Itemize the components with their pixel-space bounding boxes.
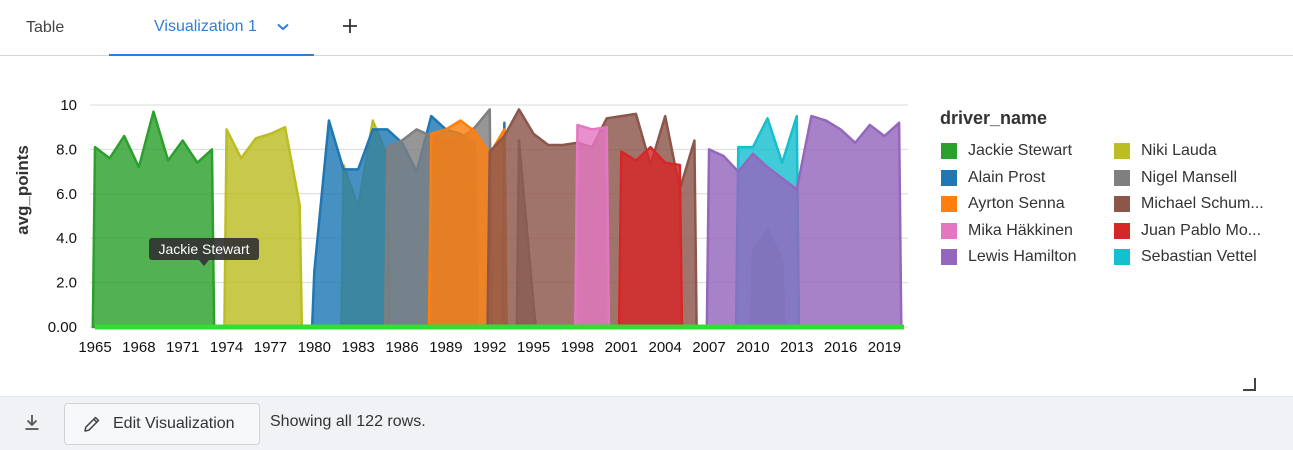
legend-item[interactable]: Niki Lauda [1114,141,1217,161]
download-button[interactable] [14,409,50,439]
legend-swatch [941,169,957,186]
x-tick-label: 2007 [692,339,725,356]
legend-label: Niki Lauda [1141,142,1217,159]
x-tick-label: 1995 [517,339,550,356]
x-tick-label: 1974 [210,339,243,356]
legend-item[interactable]: Jackie Stewart [941,141,1072,161]
y-tick-label: 4.0 [56,230,77,247]
legend-item[interactable]: Lewis Hamilton [941,247,1076,267]
legend-swatch [1114,196,1130,212]
tab-bar: Table Visualization 1 [0,0,1293,56]
resize-handle[interactable] [1241,376,1257,392]
legend-label: Michael Schum... [1141,195,1264,212]
legend-item[interactable]: Michael Schum... [1114,194,1264,214]
legend-label: Nigel Mansell [1141,168,1238,186]
legend-swatch [941,196,957,212]
x-tick-label: 1986 [385,339,418,356]
y-tick-label: 10 [60,97,77,114]
tab-visualization-1[interactable]: Visualization 1 [109,0,314,56]
edit-visualization-button[interactable]: Edit Visualization [64,403,260,445]
tooltip-label: Jackie Stewart [158,241,249,257]
row-count-text: Showing all 122 rows. [270,413,426,430]
x-tick-label: 1983 [341,339,374,356]
y-tick-label: 0.00 [48,319,77,336]
y-axis-title: avg_points [13,145,32,235]
legend-label: Ayrton Senna [968,195,1065,212]
legend-swatch [1114,169,1130,186]
x-tick-label: 1971 [166,339,199,356]
legend-label: Sebastian Vettel [1141,248,1257,265]
plus-icon [342,18,358,39]
area-series [705,114,903,329]
add-visualization-button[interactable] [336,0,364,56]
area-series [91,110,216,329]
legend-label: Alain Prost [968,168,1046,186]
legend-swatch [1114,143,1130,159]
x-tick-label: 2016 [824,339,857,356]
area-chart: 0.00 2.0 4.0 6.0 8.0 10 avg_points 1965 1968 1971… [13,97,908,356]
x-tick-label: 1989 [429,339,462,356]
legend-item[interactable]: Nigel Mansell [1114,168,1237,188]
legend-title: driver_name [940,108,1048,128]
legend-label: Jackie Stewart [968,142,1073,159]
y-tick-label: 2.0 [56,275,77,292]
x-tick-label: 1992 [473,339,506,356]
x-tick-label: 1998 [561,339,594,356]
legend-label: Mika Häkkinen [968,221,1073,239]
legend-item[interactable]: Sebastian Vettel [1114,247,1257,267]
x-tick-label: 1977 [254,339,287,356]
x-tick-label: 1965 [78,339,111,356]
tab-visualization-label: Visualization 1 [154,18,257,35]
legend-item[interactable]: Ayrton Senna [941,194,1065,214]
legend-swatch [941,143,957,159]
tooltip-pointer [199,260,209,266]
edit-visualization-label: Edit Visualization [113,415,235,432]
legend-label: Juan Pablo Mo... [1141,221,1262,239]
legend-swatch [941,222,957,239]
y-tick-label: 6.0 [56,186,77,203]
y-tick-label: 8.0 [56,141,77,158]
chevron-down-icon[interactable] [277,23,289,31]
x-tick-label: 2010 [736,339,769,356]
x-tick-label: 2001 [605,339,638,356]
x-tick-label: 2013 [780,339,813,356]
legend-item[interactable]: Mika Häkkinen [941,221,1073,241]
legend-swatch [1114,222,1130,239]
pencil-icon [82,414,102,434]
tab-table-label: Table [26,19,65,36]
footer-bar: Edit Visualization Showing all 122 rows. [0,396,1293,450]
legend-swatch [941,249,957,265]
x-tick-label: 1980 [298,339,331,356]
legend-label: Lewis Hamilton [968,248,1077,265]
download-icon [23,413,41,436]
x-tick-label: 1968 [122,339,155,356]
chart-container: 0.00 2.0 4.0 6.0 8.0 10 avg_points 1965 1968 1971… [0,80,1293,380]
x-tick-label: 2004 [648,339,681,356]
tab-table[interactable]: Table [0,0,108,56]
area-series [617,145,684,329]
legend-swatch [1114,249,1130,265]
legend-item[interactable]: Juan Pablo Mo... [1114,221,1261,241]
x-tick-label: 2019 [868,339,901,356]
tooltip-box [149,238,259,260]
legend-item[interactable]: Alain Prost [941,168,1045,188]
area-series [574,123,611,329]
